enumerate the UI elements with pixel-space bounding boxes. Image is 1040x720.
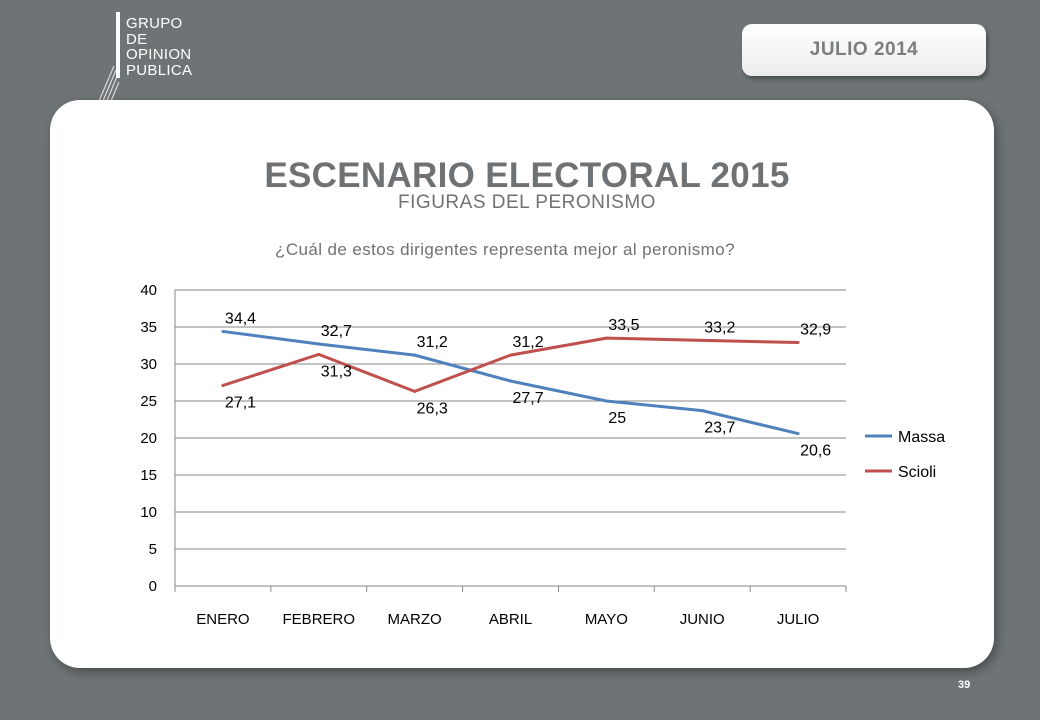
y-tick-label: 5 — [149, 541, 157, 558]
data-label-massa: 20,6 — [800, 443, 831, 460]
chart-series — [221, 329, 800, 436]
x-tick-label: ENERO — [196, 611, 249, 628]
data-point-scioli — [700, 338, 704, 342]
data-label-massa: 23,7 — [704, 420, 735, 437]
y-tick-label: 20 — [140, 430, 157, 447]
data-label-scioli: 31,3 — [321, 363, 352, 380]
chart-axes: 0 5 10 15 20 25 30 35 40 ENERO FEBRERO MARZO ABRIL MA… — [140, 282, 847, 628]
logo-line-1: GRUPO — [126, 15, 183, 32]
x-tick-label: JULIO — [777, 611, 820, 628]
data-label-scioli: 33,5 — [608, 317, 639, 334]
data-label-scioli: 33,2 — [704, 319, 735, 336]
data-label-massa: 27,7 — [513, 390, 544, 407]
data-point-massa — [413, 353, 417, 357]
data-point-massa — [509, 379, 512, 383]
logo-line-2: DE — [126, 30, 148, 48]
series-line-scioli — [222, 336, 799, 393]
data-point-massa — [317, 342, 321, 346]
date-badge: JULIO 2014 — [742, 24, 986, 76]
y-tick-label: 40 — [140, 282, 157, 299]
data-point-scioli — [221, 383, 225, 387]
chart-title: ¿Cuál de estos dirigentes representa mej… — [275, 240, 735, 259]
logo-line-3: OPINION — [126, 46, 192, 63]
y-tick-label: 10 — [140, 504, 157, 521]
group-logo: GRUPO DE OPINION PUBLICA — [92, 10, 212, 109]
data-point-massa — [796, 432, 800, 436]
data-point-scioli — [317, 352, 321, 356]
data-point-massa — [221, 329, 225, 333]
chart-legend: Massa Scioli — [865, 429, 945, 481]
data-label-scioli: 31,2 — [513, 334, 544, 351]
data-label-scioli: 32,9 — [800, 322, 831, 339]
y-tick-label: 15 — [140, 467, 157, 484]
logo-bar — [116, 12, 120, 78]
y-tick-label: 0 — [149, 578, 157, 595]
x-tick-label: MARZO — [388, 611, 442, 628]
data-label-massa: 25 — [608, 410, 626, 427]
page-title: ESCENARIO ELECTORAL 2015 — [264, 156, 790, 195]
data-point-scioli — [509, 353, 512, 357]
data-point-scioli — [413, 389, 417, 393]
y-tick-label: 25 — [140, 393, 157, 410]
chart-data-labels: 34,4 27,1 32,7 31,3 31,2 26,3 27,7 31,2 25 33,5 23… — [225, 310, 831, 459]
data-label-scioli: 27,1 — [225, 394, 256, 411]
legend-label-scioli: Scioli — [898, 464, 936, 481]
x-tick-label: MAYO — [585, 611, 628, 628]
x-tick-label: JUNIO — [680, 611, 725, 628]
data-point-scioli — [604, 336, 608, 340]
data-point-scioli — [796, 341, 800, 345]
data-label-scioli: 26,3 — [417, 400, 448, 417]
data-label-massa: 31,2 — [417, 334, 448, 351]
logo-line-4: PUBLICA — [126, 61, 193, 79]
legend-label-massa: Massa — [898, 429, 945, 446]
logo-text: GRUPO DE OPINION PUBLICA — [126, 16, 192, 78]
x-tick-label: ABRIL — [489, 611, 532, 628]
y-tick-label: 30 — [140, 356, 157, 373]
data-point-massa — [604, 399, 608, 403]
data-point-massa — [700, 409, 704, 413]
page-number: 39 — [958, 679, 971, 691]
data-label-massa: 32,7 — [321, 323, 352, 340]
x-tick-label: FEBRERO — [283, 611, 356, 628]
chart-gridlines — [175, 289, 846, 587]
page-subtitle: FIGURAS DEL PERONISMO — [398, 192, 656, 213]
data-label-massa: 34,4 — [225, 310, 256, 327]
y-tick-label: 35 — [140, 319, 157, 336]
